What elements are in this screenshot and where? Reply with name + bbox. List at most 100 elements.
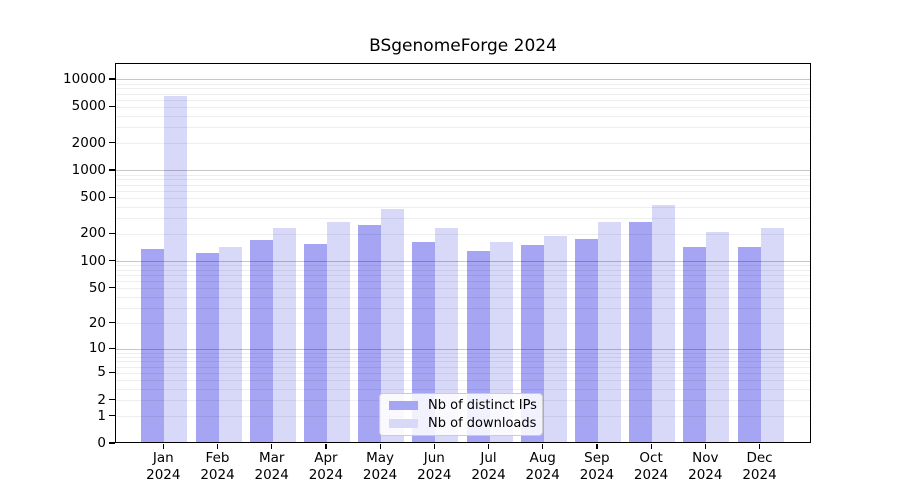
y-tick-mark: [109, 196, 115, 198]
major-gridline: [116, 170, 810, 172]
chart-title: BSgenomeForge 2024: [369, 36, 557, 56]
minor-gridline: [116, 143, 810, 145]
y-tick-label: 10: [88, 340, 106, 357]
y-tick-label: 0: [97, 435, 106, 451]
x-tick-mark: [325, 443, 327, 449]
bar-downloads-aug: [543, 235, 567, 442]
y-tick-label: 5: [97, 364, 106, 381]
legend-label-distinct-ips: Nb of distinct IPs: [428, 398, 537, 413]
y-tick-mark: [109, 232, 115, 235]
y-tick-mark: [109, 260, 115, 262]
x-tick-mark: [596, 443, 598, 449]
legend-item-distinct-ips: Nb of distinct IPs: [389, 398, 542, 413]
y-tick-label: 1: [97, 407, 106, 424]
x-tick-mark: [271, 443, 273, 449]
legend-item-downloads: Nb of downloads: [389, 416, 542, 431]
y-tick-label: 2: [97, 391, 106, 408]
bar-downloads-mar: [272, 228, 296, 442]
minor-gridline: [116, 93, 810, 95]
bar-distinct-ips-jun: [412, 241, 436, 442]
plot-area: Nb of distinct IPs Nb of downloads: [115, 63, 811, 443]
y-tick-label: 500: [80, 189, 106, 206]
x-tick-mark: [379, 443, 381, 449]
bar-distinct-ips-nov: [683, 247, 707, 442]
bar-distinct-ips-mar: [249, 239, 273, 442]
x-tick-label: Jan 2024: [146, 450, 181, 483]
y-tick-mark: [109, 442, 115, 444]
y-tick-label: 10000: [63, 70, 106, 87]
bar-distinct-ips-sep: [574, 238, 598, 442]
legend-swatch-distinct-ips: [389, 401, 418, 410]
minor-gridline: [116, 127, 810, 129]
bar-downloads-apr: [326, 221, 350, 442]
bar-downloads-jul: [489, 241, 513, 442]
legend: Nb of distinct IPs Nb of downloads: [379, 393, 543, 436]
bar-distinct-ips-aug: [520, 245, 544, 442]
minor-gridline: [116, 206, 810, 208]
y-tick-mark: [109, 287, 115, 289]
x-tick-label: Aug 2024: [525, 450, 560, 483]
x-tick-label: Jun 2024: [417, 450, 452, 483]
minor-gridline: [116, 197, 810, 199]
bar-downloads-sep: [597, 221, 621, 442]
bar-distinct-ips-apr: [303, 244, 327, 442]
x-tick-mark: [650, 443, 652, 449]
minor-gridline: [116, 106, 810, 108]
bar-downloads-jun: [435, 228, 459, 442]
y-tick-mark: [109, 371, 115, 373]
y-tick-label: 20: [88, 314, 106, 331]
y-tick-label: 2000: [71, 134, 106, 151]
x-tick-mark: [433, 443, 435, 449]
x-tick-label: Sep 2024: [579, 450, 615, 483]
x-tick-label: Nov 2024: [688, 450, 723, 483]
minor-gridline: [116, 88, 810, 90]
bar-distinct-ips-dec: [737, 247, 761, 442]
minor-gridline: [116, 174, 810, 176]
x-tick-label: Dec 2024: [742, 450, 777, 483]
bar-distinct-ips-jan: [141, 249, 165, 442]
minor-gridline: [116, 217, 810, 219]
legend-swatch-downloads: [389, 419, 418, 428]
x-tick-label: Feb 2024: [200, 450, 235, 483]
x-tick-label: May 2024: [362, 450, 398, 483]
x-tick-label: Jul 2024: [471, 450, 506, 483]
major-gridline: [116, 79, 810, 81]
legend-label-downloads: Nb of downloads: [428, 416, 537, 431]
y-tick-mark: [109, 322, 115, 324]
bar-distinct-ips-may: [358, 225, 382, 442]
minor-gridline: [116, 179, 810, 181]
x-tick-mark: [216, 443, 219, 449]
x-tick-mark: [542, 443, 544, 449]
x-tick-label: Apr 2024: [308, 450, 344, 483]
y-tick-label: 200: [80, 225, 106, 242]
bar-downloads-feb: [218, 246, 242, 442]
x-tick-label: Mar 2024: [254, 450, 289, 483]
bar-downloads-dec: [760, 228, 784, 442]
y-tick-label: 1000: [71, 161, 106, 178]
y-tick-mark: [109, 415, 115, 417]
y-tick-mark: [109, 169, 115, 171]
x-tick-mark: [758, 443, 761, 449]
x-tick-label: Oct 2024: [633, 450, 669, 483]
x-tick-mark: [704, 443, 706, 449]
bar-distinct-ips-oct: [629, 222, 653, 442]
bar-downloads-may: [381, 209, 405, 442]
bar-distinct-ips-feb: [195, 253, 219, 442]
bar-downloads-oct: [652, 204, 676, 442]
y-tick-mark: [109, 105, 115, 108]
x-tick-mark: [487, 443, 490, 449]
bar-downloads-nov: [706, 232, 730, 442]
x-tick-mark: [162, 443, 164, 449]
bars-layer: [116, 64, 810, 442]
y-tick-mark: [109, 141, 115, 144]
y-tick-mark: [109, 347, 115, 349]
bar-downloads-jan: [164, 96, 188, 442]
y-tick-label: 50: [88, 279, 106, 296]
y-tick-mark: [109, 78, 115, 80]
y-tick-mark: [109, 398, 115, 401]
minor-gridline: [116, 83, 810, 85]
minor-gridline: [116, 99, 810, 101]
minor-gridline: [116, 184, 810, 186]
y-tick-label: 100: [80, 252, 106, 269]
